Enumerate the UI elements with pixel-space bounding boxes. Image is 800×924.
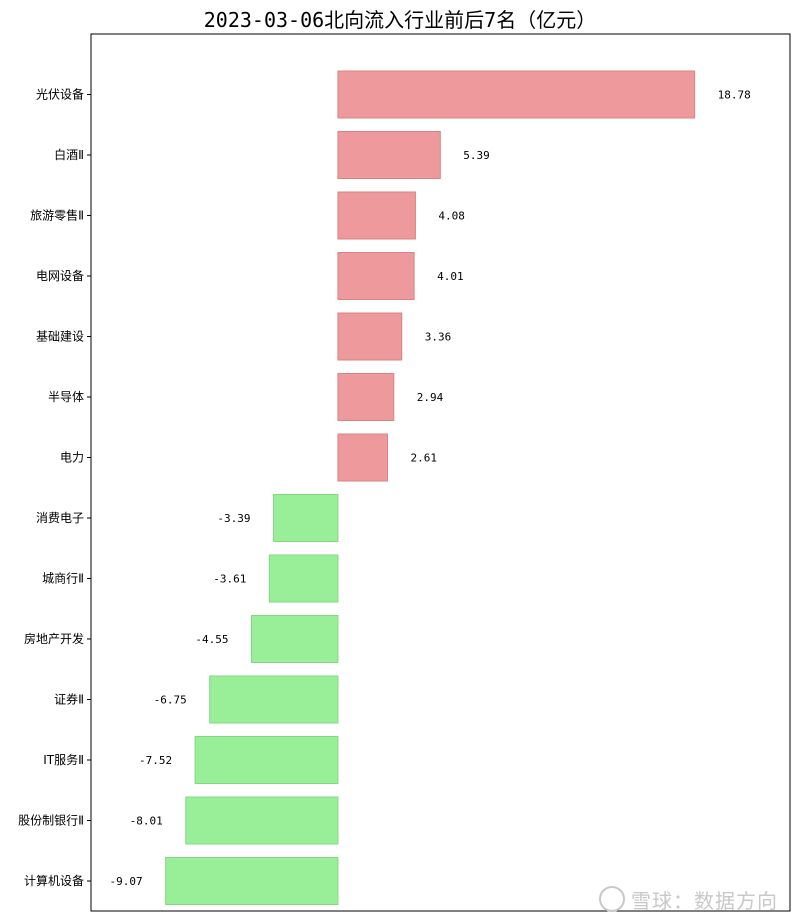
category-label-12: 股份制银行Ⅱ	[18, 814, 84, 828]
bar-1	[337, 131, 441, 179]
category-label-1: 白酒Ⅱ	[54, 147, 84, 162]
bars-layer	[165, 70, 696, 905]
bar-0	[337, 70, 696, 119]
bar-12	[185, 796, 339, 845]
bar-10	[209, 675, 339, 724]
y-axis-ticks	[87, 94, 91, 882]
category-label-11: IT服务Ⅱ	[43, 752, 84, 767]
value-label-4: 3.36	[425, 331, 452, 344]
value-label-13: -9.07	[110, 875, 143, 888]
category-label-10: 证券Ⅱ	[54, 692, 84, 707]
bar-2	[337, 191, 416, 240]
chart-title: 2023-03-06北向流入行业前后7名（亿元）	[203, 8, 597, 32]
value-label-7: -3.39	[217, 512, 250, 525]
bar-3	[337, 252, 415, 300]
category-label-5: 半导体	[48, 390, 84, 404]
category-label-6: 电力	[60, 451, 84, 465]
value-label-5: 2.94	[417, 391, 444, 404]
plot-frame	[90, 33, 791, 912]
category-label-7: 消费电子	[36, 511, 84, 525]
bar-8	[268, 554, 339, 603]
bar-9	[251, 615, 339, 663]
value-label-12: -8.01	[130, 815, 163, 828]
category-label-13: 计算机设备	[24, 873, 84, 888]
value-label-3: 4.01	[437, 270, 464, 283]
bar-13	[165, 857, 339, 905]
value-label-11: -7.52	[139, 754, 172, 767]
value-label-6: 2.61	[411, 452, 438, 465]
value-label-10: -6.75	[154, 694, 187, 707]
labels-layer: 光伏设备 18.78 白酒Ⅱ 5.39 旅游零售Ⅱ 4.08 电网设备 4.01 基础建设 3.3…	[18, 88, 751, 889]
category-label-8: 城商行Ⅱ	[42, 571, 84, 586]
bar-11	[194, 736, 339, 784]
category-label-9: 房地产开发	[24, 631, 84, 646]
bar-6	[337, 433, 389, 482]
bar-5	[337, 373, 395, 421]
bar-4	[337, 312, 403, 361]
watermark: 雪球：数据方向	[599, 885, 778, 914]
value-label-8: -3.61	[213, 573, 246, 586]
category-label-2: 旅游零售Ⅱ	[30, 208, 84, 223]
category-label-3: 电网设备	[36, 269, 84, 283]
snowball-logo-icon	[599, 886, 625, 912]
bar-7	[273, 494, 339, 542]
value-label-0: 18.78	[718, 89, 751, 102]
category-label-0: 光伏设备	[36, 88, 84, 102]
watermark-text: 雪球：数据方向	[631, 889, 778, 913]
category-label-4: 基础建设	[36, 330, 84, 344]
value-label-2: 4.08	[438, 210, 465, 223]
value-label-9: -4.55	[195, 633, 228, 646]
value-label-1: 5.39	[463, 149, 490, 162]
